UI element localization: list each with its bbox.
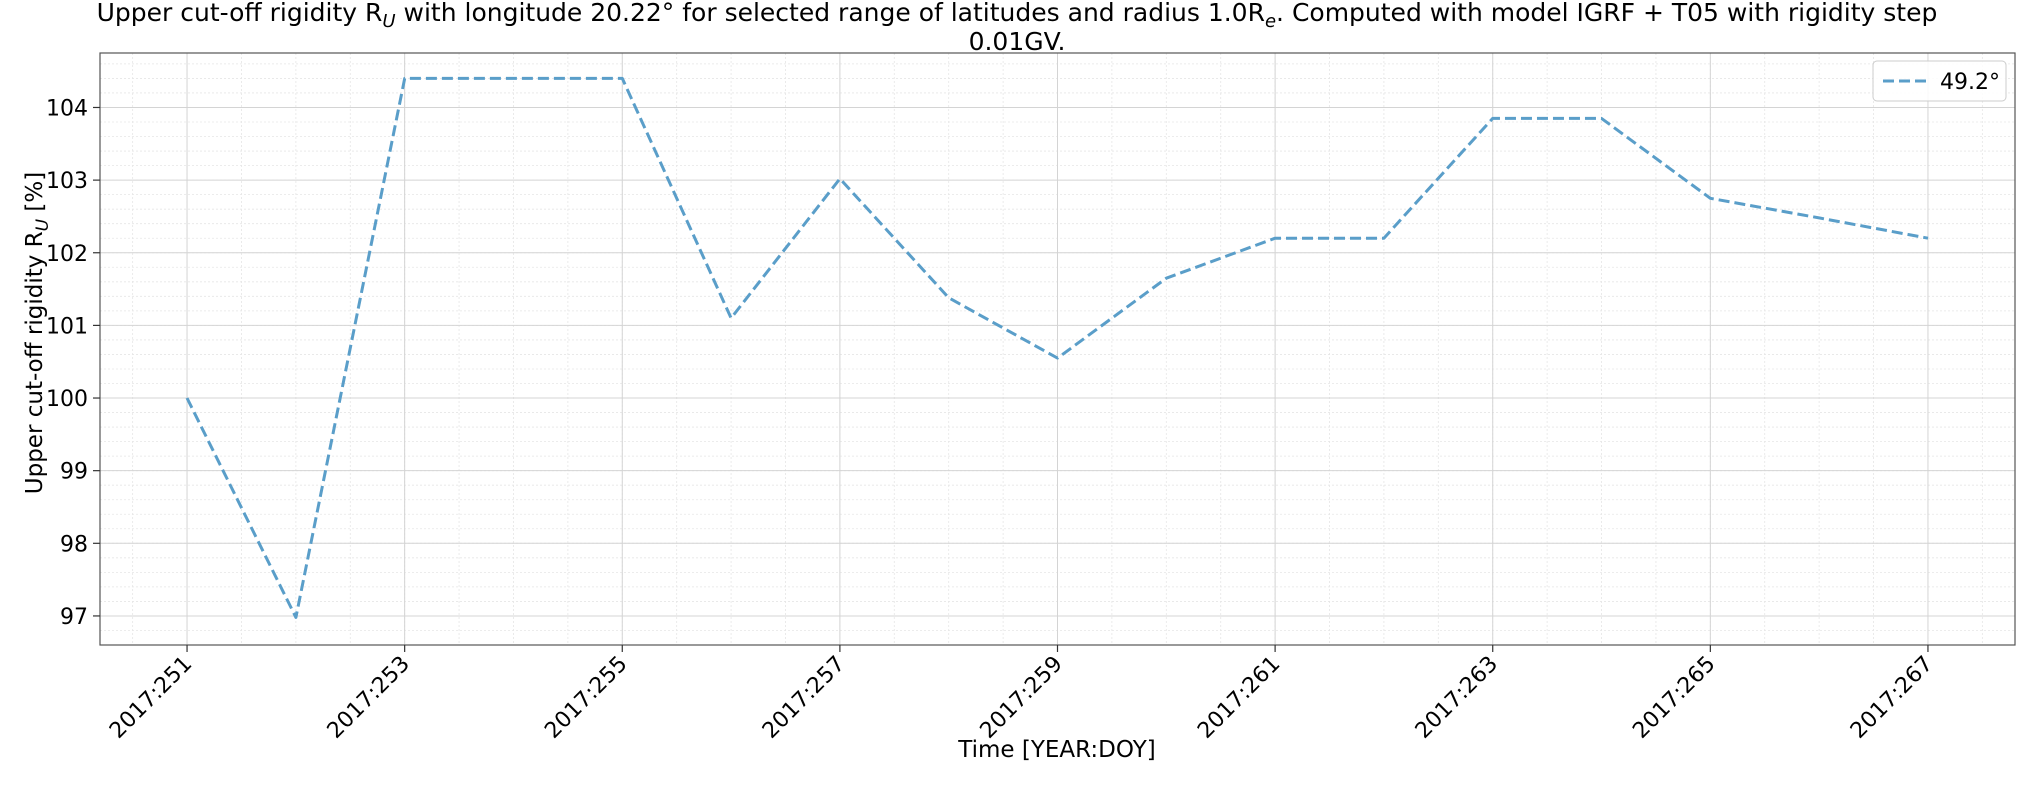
y-tick-label: 98: [60, 532, 88, 557]
y-tick-label: 103: [46, 169, 88, 194]
y-tick-label: 99: [60, 460, 88, 485]
x-tick-label: 2017:263: [1411, 652, 1503, 744]
x-tick-label: 2017:255: [540, 652, 632, 744]
chart-title-line-1: Upper cut-off rigidity RU with longitude…: [97, 0, 1938, 32]
x-tick-label: 2017:257: [758, 652, 850, 744]
legend-label-49-2: 49.2°: [1940, 70, 2000, 95]
legend: 49.2°: [1872, 60, 2007, 102]
y-tick-label: 104: [46, 96, 88, 121]
x-tick-label: 2017:265: [1628, 652, 1720, 744]
y-tick-label: 97: [60, 605, 88, 630]
y-axis-label: Upper cut-off rigidity RU [%]: [22, 172, 53, 494]
x-tick-label: 2017:259: [976, 652, 1068, 744]
legend-box: [1872, 60, 2007, 102]
y-axis-ticks: 97 98 99 100 101 102 103 104: [46, 96, 100, 630]
x-axis-label: Time [YEAR:DOY]: [957, 737, 1156, 763]
x-tick-label: 2017:251: [105, 652, 197, 744]
chart-title: Upper cut-off rigidity RU with longitude…: [97, 0, 1938, 56]
major-grid: [100, 53, 2015, 645]
x-axis-ticks: 2017:251 2017:253 2017:255 2017:257 2017:259…: [105, 645, 1938, 744]
x-tick-label: 2017:253: [323, 652, 415, 744]
y-tick-label: 101: [46, 314, 88, 339]
x-tick-label: 2017:261: [1193, 652, 1285, 744]
x-tick-label: 2017:267: [1846, 652, 1938, 744]
series-layer: [185, 76, 1929, 619]
y-tick-label: 102: [46, 242, 88, 267]
chart-title-line-2: 0.01GV.: [969, 27, 1066, 56]
y-tick-label: 100: [46, 387, 88, 412]
series-line-49-2: [185, 76, 1929, 619]
